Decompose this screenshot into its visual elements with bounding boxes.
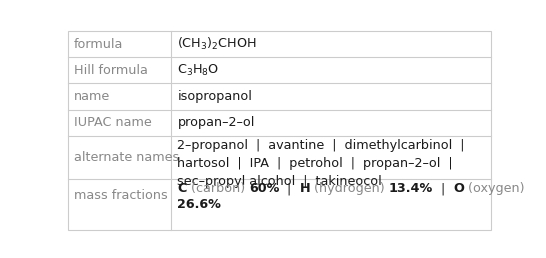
- Text: isopropanol: isopropanol: [177, 90, 252, 103]
- Text: formula: formula: [74, 38, 123, 51]
- Text: mass fractions: mass fractions: [74, 189, 168, 202]
- Text: (oxygen): (oxygen): [464, 182, 525, 195]
- Text: |: |: [433, 182, 453, 195]
- Text: O: O: [453, 182, 464, 195]
- Text: |: |: [280, 182, 300, 195]
- Text: (carbon): (carbon): [187, 182, 249, 195]
- Text: C: C: [177, 182, 187, 195]
- Text: H: H: [300, 182, 310, 195]
- Text: Hill formula: Hill formula: [74, 64, 148, 77]
- Text: 26.6%: 26.6%: [177, 198, 221, 211]
- Text: propan–2–ol: propan–2–ol: [177, 116, 255, 129]
- Text: name: name: [74, 90, 110, 103]
- Text: alternate names: alternate names: [74, 151, 180, 164]
- Text: 13.4%: 13.4%: [389, 182, 433, 195]
- Text: (hydrogen): (hydrogen): [310, 182, 389, 195]
- Text: (CH$_3)_2$CHOH: (CH$_3)_2$CHOH: [177, 36, 257, 52]
- Text: IUPAC name: IUPAC name: [74, 116, 152, 129]
- Text: C$_3$H$_8$O: C$_3$H$_8$O: [177, 63, 219, 78]
- Text: 2–propanol  |  avantine  |  dimethylcarbinol  |
hartosol  |  IPA  |  petrohol  |: 2–propanol | avantine | dimethylcarbinol…: [177, 139, 465, 188]
- Text: 60%: 60%: [249, 182, 280, 195]
